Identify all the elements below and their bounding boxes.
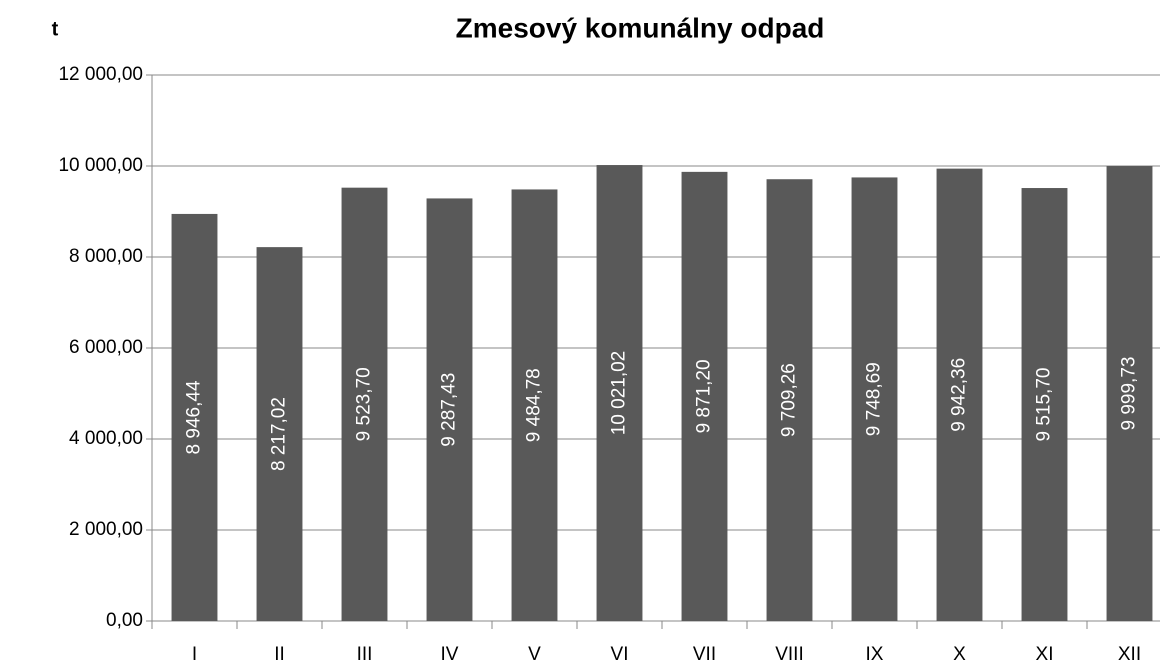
bar xyxy=(766,179,813,621)
bar xyxy=(341,187,388,622)
x-tick-label: VII xyxy=(693,644,716,664)
x-tick-label: XII xyxy=(1118,644,1141,664)
bar xyxy=(681,171,728,621)
y-tick-label: 0,00 xyxy=(106,610,143,631)
bar xyxy=(1106,166,1153,622)
value-label: 9 871,20 xyxy=(694,359,715,433)
bar xyxy=(1021,188,1068,621)
x-tick-label: II xyxy=(274,644,285,664)
x-tick-label: VI xyxy=(611,644,629,664)
x-tick-label: III xyxy=(357,644,373,664)
value-label: 9 515,70 xyxy=(1034,368,1055,442)
value-label: 8 946,44 xyxy=(184,380,205,454)
x-tick-label: XI xyxy=(1036,644,1054,664)
value-label: 9 287,43 xyxy=(439,373,460,447)
value-label: 9 523,70 xyxy=(354,367,375,441)
bar xyxy=(936,168,983,621)
bar xyxy=(511,189,558,621)
value-label: 8 217,02 xyxy=(269,397,290,471)
y-tick-label: 10 000,00 xyxy=(58,155,143,176)
x-tick-label: VIII xyxy=(775,644,804,664)
bar xyxy=(596,165,643,622)
x-tick-label: I xyxy=(192,644,197,664)
bar xyxy=(851,177,898,621)
x-tick-label: X xyxy=(953,644,966,664)
y-tick-label: 12 000,00 xyxy=(58,64,143,85)
y-tick-label: 2 000,00 xyxy=(69,519,143,540)
y-axis-label: t xyxy=(52,18,59,40)
value-label: 9 748,69 xyxy=(864,362,885,436)
value-label: 9 942,36 xyxy=(949,358,970,432)
x-tick-label: V xyxy=(528,644,541,664)
x-tick-label: IV xyxy=(441,644,459,664)
value-label: 10 021,02 xyxy=(609,351,630,436)
bar xyxy=(171,213,218,621)
value-label: 9 999,73 xyxy=(1119,357,1140,431)
chart-title: Zmesový komunálny odpad xyxy=(456,12,825,43)
x-tick-label: IX xyxy=(866,644,884,664)
y-tick-label: 8 000,00 xyxy=(69,246,143,267)
y-tick-label: 4 000,00 xyxy=(69,428,143,449)
value-label: 9 709,26 xyxy=(779,363,800,437)
y-tick-label: 6 000,00 xyxy=(69,337,143,358)
value-label: 9 484,78 xyxy=(524,368,545,442)
bar xyxy=(256,247,303,621)
bar xyxy=(426,198,473,621)
